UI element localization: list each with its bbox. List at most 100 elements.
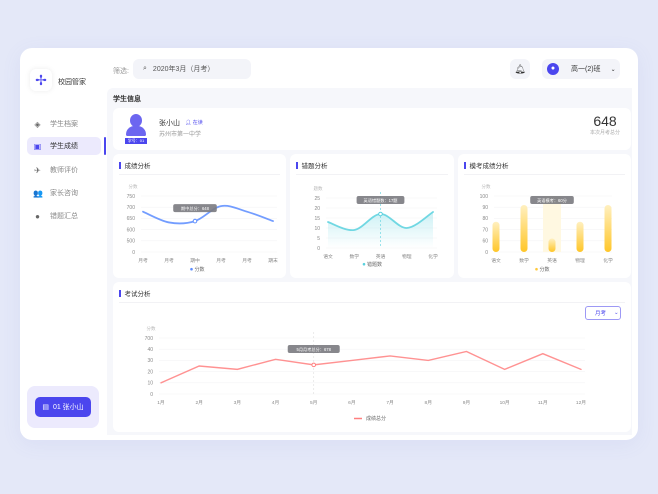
x-tick-label: 数学 [519, 257, 529, 264]
tooltip-text: 英语模考：60分 [537, 197, 568, 204]
x-tick-label: 9月 [463, 400, 470, 406]
app-window: ✢ 校园管家 ◈ 学生档案 ▣ 学生成绩 ✈ 教师评价 👥 家长咨询 ● 错题汇总 ▤ 01… [20, 48, 638, 440]
tooltip [356, 196, 405, 204]
search-input[interactable]: ⌕ 2020年3月（月考） [133, 59, 251, 79]
tooltip [530, 196, 574, 204]
x-tick-label: 4月 [272, 400, 279, 406]
user-icon: 👤︎ [185, 120, 192, 126]
student-button-label: 01 张小山 [52, 404, 84, 411]
y-tick-label: 500 [127, 239, 136, 245]
notification-button[interactable]: 🔔︎ [510, 59, 530, 79]
sidebar-item-label: 教师评价 [50, 167, 78, 174]
search-icon: ⌕ [143, 65, 147, 72]
student-badge: 👤︎ 在读 [185, 120, 203, 126]
mistake-analysis-panel: 错题分析 题数 0 5 10 15 20 25 语文 数学 英语 物理 化学 英语错题数：17题 错题数 [290, 154, 454, 278]
legend-marker [190, 267, 193, 271]
total-score: 648 本次月考总分 [585, 113, 625, 136]
sidebar-item-teacher-eval[interactable]: ✈ 教师评价 [27, 161, 101, 179]
bell-icon: 🔔︎ [514, 63, 526, 74]
sidebar-item-parent-consult[interactable]: 👥 家长咨询 [27, 184, 101, 202]
y-tick-label: 650 [127, 216, 136, 222]
x-tick-label: 化学 [428, 253, 438, 260]
chevron-down-icon: ⌄ [610, 66, 616, 73]
people-icon: 👥 [33, 188, 43, 198]
y-tick-label: 700 [127, 205, 136, 211]
tooltip [173, 204, 217, 213]
sidebar-item-archives[interactable]: ◈ 学生档案 [27, 115, 101, 133]
chevron-down-icon: ⌄ [614, 310, 619, 316]
x-tick-label: 语文 [491, 257, 501, 264]
panel-title: 错题分析 [296, 160, 328, 170]
x-tick-label: 6月 [348, 400, 355, 406]
legend-label: 分数 [540, 266, 550, 273]
filter-label: 筛选: [113, 68, 129, 75]
x-tick-label: 英语 [547, 257, 557, 264]
sidebar: ✢ 校园管家 ◈ 学生档案 ▣ 学生成绩 ✈ 教师评价 👥 家长咨询 ● 错题汇总 ▤ 01… [20, 48, 106, 440]
tooltip-text: 5月月考总分：678 [297, 346, 332, 353]
student-info-card: 学号：01 张小山 👤︎ 在读 苏州市第一中学 648 本次月考总分 [113, 108, 631, 150]
y-axis-label: 分数 [482, 183, 491, 190]
y-tick-label: 100 [480, 194, 489, 200]
search-value: 2020年3月（月考） [152, 66, 215, 73]
grade-analysis-panel: 成绩分析 分数 0 500 600 650 700 750 月考 月考 期中 月考 月考 期末 期中总分：6… [113, 154, 286, 278]
sidebar-item-label: 学生档案 [50, 121, 78, 128]
chart-0: 分数 0 500 600 650 700 750 月考 月考 期中 月考 月考 期末 期中总分：648 分数 [127, 183, 278, 273]
data-point [378, 211, 383, 217]
exam-analysis-panel: 考试分析 月考 ⌄ 分数 0 10 20 30 40 700 1月 2月 3月 4月 5月 6月 7月 8月 9… [113, 282, 631, 432]
bar [604, 204, 612, 252]
user-icon: ● [547, 63, 559, 75]
x-tick-label: 月考 [242, 258, 252, 264]
sidebar-item-label: 错题汇总 [50, 213, 78, 220]
student-id-tag: 学号：01 [125, 138, 147, 144]
avatar: 学号：01 [125, 113, 147, 144]
sidebar-item-label: 学生成绩 [50, 143, 78, 150]
y-tick-label: 20 [147, 369, 153, 375]
student-school: 苏州市第一中学 [159, 132, 202, 138]
layers-icon: ◈ [34, 119, 41, 129]
sidebar-item-mistakes[interactable]: ● 错题汇总 [27, 207, 101, 225]
bar [548, 238, 556, 252]
y-tick-label: 30 [147, 358, 153, 364]
x-tick-label: 期末 [268, 257, 278, 264]
student-button[interactable]: ▤ 01 张小山 [35, 397, 91, 417]
tooltip [287, 345, 340, 353]
data-point [192, 218, 198, 224]
x-tick-label: 5月 [310, 400, 317, 406]
exam-type-dropdown[interactable]: 月考 ⌄ [585, 306, 621, 320]
y-axis-label: 分数 [147, 325, 156, 332]
x-tick-label: 月考 [138, 258, 148, 264]
x-tick-label: 英语 [376, 253, 386, 260]
section-title: 学生信息 [113, 96, 141, 103]
y-tick-label: 70 [482, 227, 488, 233]
y-tick-label: 0 [150, 392, 153, 398]
x-tick-label: 月考 [216, 258, 226, 264]
y-tick-label: 600 [127, 227, 136, 233]
class-selector[interactable]: ● 高一(2)班 ⌄ [542, 59, 620, 79]
y-tick-label: 20 [314, 206, 320, 212]
legend-marker [362, 262, 366, 266]
bar [520, 204, 528, 252]
sidebar-item-grades[interactable]: ▣ 学生成绩 [27, 137, 101, 155]
y-axis-label: 题数 [314, 185, 323, 192]
legend-marker [535, 267, 538, 271]
bar [492, 221, 500, 252]
y-tick-label: 5 [317, 236, 320, 242]
mock-exam-panel: 模考成绩分析 分数 0 60 70 80 90 100 语文 数学 英语 物理 化学 英语模考：60分 分数 [458, 154, 631, 278]
plane-icon: ✈ [34, 165, 41, 175]
panel-title: 考试分析 [119, 288, 151, 298]
tooltip-text: 英语错题数：17题 [364, 197, 399, 204]
x-tick-label: 数学 [349, 253, 359, 260]
student-switcher: ▤ 01 张小山 [27, 386, 99, 428]
score-label: 本次月考总分 [589, 130, 620, 136]
y-tick-label: 90 [482, 205, 488, 211]
y-tick-label: 0 [317, 246, 320, 252]
panel-title: 模考成绩分析 [464, 160, 509, 170]
y-tick-label: 0 [132, 250, 135, 256]
legend-label: 成绩总分 [366, 415, 386, 422]
x-tick-label: 物理 [575, 257, 585, 264]
x-tick-label: 12月 [576, 400, 586, 406]
x-tick-label: 10月 [500, 400, 510, 406]
calendar-icon: ▣ [33, 141, 42, 151]
y-axis-label: 分数 [129, 183, 138, 190]
